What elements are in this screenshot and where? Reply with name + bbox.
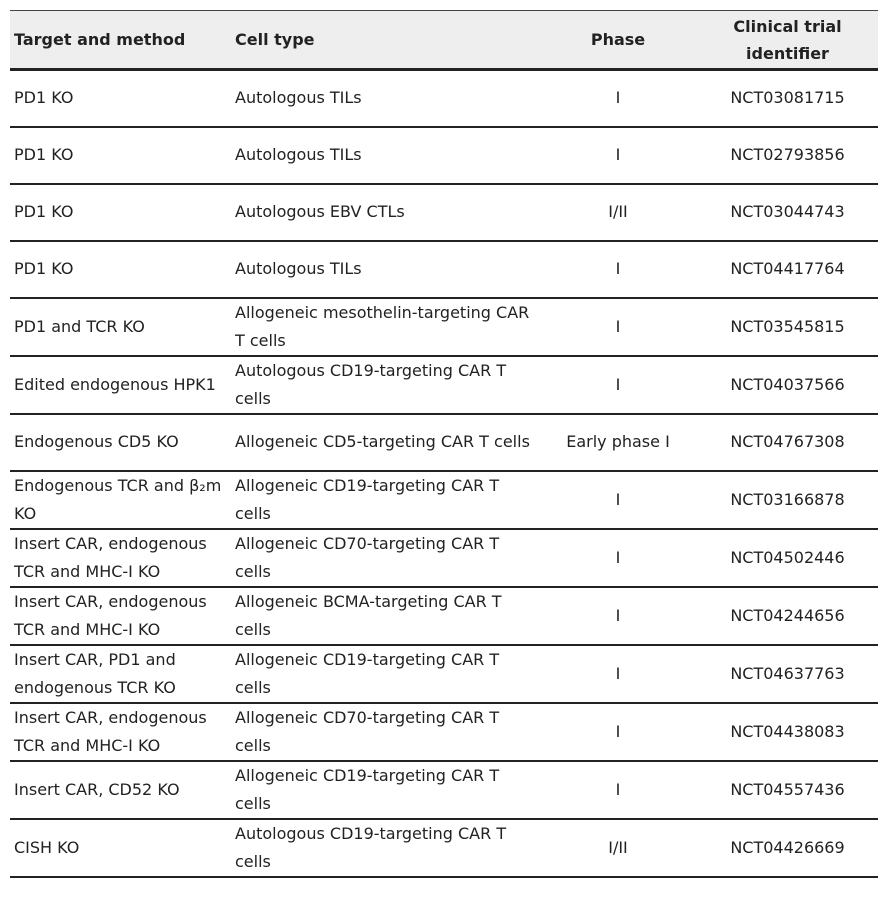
target-method-cell: PD1 KO [14, 259, 74, 278]
table-row: Insert CAR, endogenous TCR and MHC-I KO A… [10, 529, 878, 587]
cell-type-cell: Autologous TILs [235, 259, 362, 278]
table-row: PD1 KO Autologous EBV CTLs I/II NCT03044743 [10, 184, 878, 241]
table-header-row: Target and method Cell type Phase Clinic… [10, 10, 878, 70]
target-method-cell: PD1 and TCR KO [14, 316, 145, 336]
target-method-cell: Insert CAR, PD1 and endogenous TCR KO [14, 649, 176, 697]
trial-id-cell: NCT04637763 [730, 663, 845, 683]
phase-cell: I [615, 605, 621, 625]
phase-cell: I [615, 259, 621, 278]
phase-cell: I [615, 663, 621, 683]
trial-id-cell: NCT03545815 [730, 316, 845, 336]
cell-type-cell: Allogeneic BCMA-targeting CAR T cells [235, 591, 502, 639]
cell-type-cell: Allogeneic CD5-targeting CAR T cells [235, 432, 530, 451]
phase-cell: I/II [608, 837, 628, 857]
cell-type-cell: Autologous CD19-targeting CAR T cells [235, 360, 507, 408]
cell-type-cell: Autologous TILs [235, 88, 362, 108]
header-phase: Phase [590, 30, 646, 49]
table-row: Endogenous CD5 KO Allogeneic CD5-targetin… [10, 414, 878, 471]
cell-type-cell: Autologous CD19-targeting CAR T cells [235, 823, 507, 871]
cell-type-cell: Allogeneic CD19-targeting CAR T cells [235, 649, 500, 697]
trial-id-cell: NCT04426669 [730, 837, 845, 857]
target-method-cell: Endogenous CD5 KO [14, 432, 179, 451]
trial-id-cell: NCT04417764 [730, 259, 845, 278]
cell-type-cell: Allogeneic CD70-targeting CAR T cells [235, 707, 500, 755]
table-row: Insert CAR, CD52 KO Allogeneic CD19-targe… [10, 761, 878, 819]
trial-id-cell: NCT02793856 [730, 145, 845, 164]
table-row: PD1 KO Autologous TILs I NCT02793856 [10, 127, 878, 184]
target-method-cell: Edited endogenous HPK1 [14, 374, 216, 394]
trial-id-cell: NCT04037566 [730, 374, 845, 394]
phase-cell: I [615, 374, 621, 394]
phase-cell: I [615, 779, 621, 799]
cell-type-cell: Allogeneic CD19-targeting CAR T cells [235, 765, 500, 813]
cell-type-cell: Allogeneic CD70-targeting CAR T cells [235, 533, 500, 581]
cell-type-cell: Autologous EBV CTLs [235, 202, 405, 221]
phase-cell: I [615, 547, 621, 567]
phase-cell: I/II [608, 202, 628, 221]
trial-id-cell: NCT04244656 [730, 605, 845, 625]
table-row: PD1 KO Autologous TILs I NCT04417764 [10, 241, 878, 298]
target-method-cell: CISH KO [14, 837, 80, 857]
table-row: Endogenous TCR and β₂m KO Allogeneic CD19… [10, 471, 878, 529]
header-cell-type: Cell type [235, 30, 315, 49]
target-method-cell: Insert CAR, CD52 KO [14, 779, 180, 799]
target-method-cell: Insert CAR, endogenous TCR and MHC-I KO [14, 591, 207, 639]
phase-cell: I [615, 721, 621, 741]
phase-cell: I [615, 88, 621, 108]
table-row: Edited endogenous HPK1 Autologous CD19-ta… [10, 356, 878, 414]
phase-cell: I [615, 316, 621, 336]
trial-id-cell: NCT04438083 [730, 721, 845, 741]
table-row: PD1 KO Autologous TILs I NCT03081715 [10, 70, 878, 127]
target-method-cell: Insert CAR, endogenous TCR and MHC-I KO [14, 533, 207, 581]
table-row: CISH KO Autologous CD19-targeting CAR T c… [10, 819, 878, 877]
table-row: Insert CAR, endogenous TCR and MHC-I KO A… [10, 703, 878, 761]
trial-id-cell: NCT03044743 [730, 202, 845, 221]
target-method-cell: PD1 KO [14, 145, 74, 164]
cell-type-cell: Autologous TILs [235, 145, 362, 164]
table-row: PD1 and TCR KO Allogeneic mesothelin-targ… [10, 298, 878, 356]
target-method-cell: Insert CAR, endogenous TCR and MHC-I KO [14, 707, 207, 755]
phase-cell: I [615, 489, 621, 509]
phase-cell: I [615, 145, 621, 164]
header-trial-id: Clinical trial identifier [733, 16, 842, 63]
trial-id-cell: NCT03081715 [730, 88, 845, 108]
table-row: Insert CAR, PD1 and endogenous TCR KO All… [10, 645, 878, 703]
clinical-trials-table: Target and method Cell type Phase Clinic… [10, 10, 878, 878]
cell-type-cell: Allogeneic CD19-targeting CAR T cells [235, 475, 500, 523]
target-method-cell: PD1 KO [14, 88, 74, 108]
cell-type-cell: Allogeneic mesothelin-targeting CAR T ce… [235, 302, 530, 350]
phase-cell: Early phase I [566, 432, 670, 451]
trial-id-cell: NCT04502446 [730, 547, 845, 567]
trial-id-cell: NCT03166878 [730, 489, 845, 509]
target-method-cell: Endogenous TCR and β₂m KO [14, 475, 222, 523]
header-target-method: Target and method [14, 30, 186, 49]
table-body: PD1 KO Autologous TILs I NCT03081715 PD1 KO A… [10, 70, 878, 877]
table-row: Insert CAR, endogenous TCR and MHC-I KO A… [10, 587, 878, 645]
trial-id-cell: NCT04557436 [730, 779, 845, 799]
target-method-cell: PD1 KO [14, 202, 74, 221]
trial-id-cell: NCT04767308 [730, 432, 845, 451]
